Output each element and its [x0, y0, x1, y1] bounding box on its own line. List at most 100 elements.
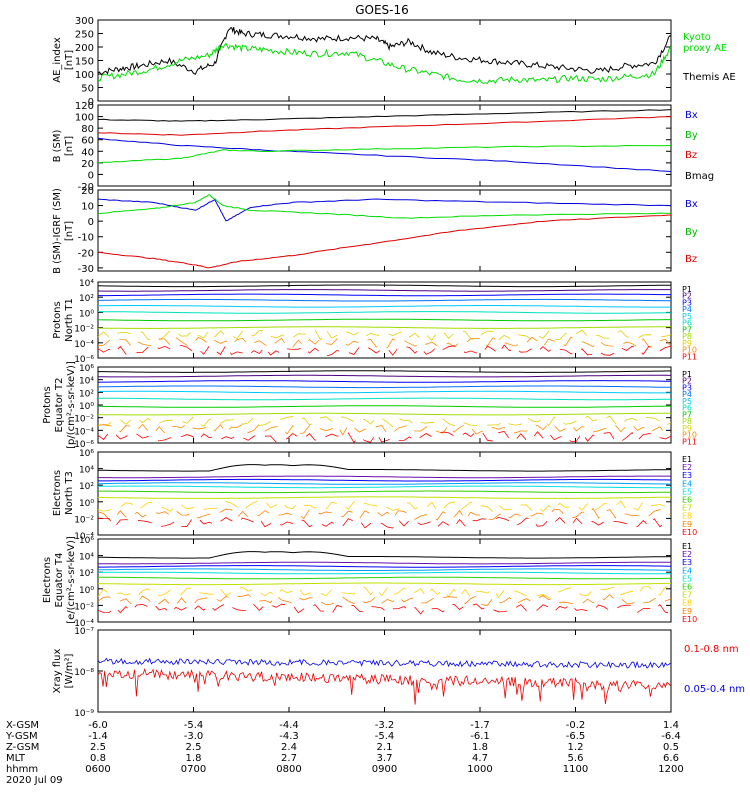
- bsm-ytick-label-2: 20: [81, 159, 94, 170]
- panel-xray-frame: [97, 629, 672, 713]
- protons_t1-legend-p6: P6: [682, 319, 692, 328]
- axis-value-x-gsm-6: 1.4: [663, 720, 679, 731]
- axis-value-hhmm-3: 0900: [372, 764, 397, 775]
- ae-ytick-label-6: 300: [75, 16, 94, 27]
- figure-title: GOES-16: [355, 3, 409, 17]
- bdiff-series-bx: [97, 198, 672, 222]
- ae-series-kyoto-proxy-ae: [97, 42, 672, 85]
- ae-ytick-label-0: 0: [88, 97, 94, 108]
- axis-value-hhmm-6: 1200: [658, 764, 683, 775]
- axis-value-y-gsm-1: -3.0: [184, 731, 204, 742]
- electrons_t4-channel-e3: [98, 565, 672, 568]
- ae-series-themis-ae: [97, 26, 672, 76]
- electrons_t4-channel-e10: [97, 602, 672, 615]
- xray-ylabel: Xray flux [W/m²]: [52, 649, 75, 694]
- legend-bsm-bz: Bz: [685, 150, 697, 161]
- electrons_t4-legend-e6: E6: [682, 583, 692, 592]
- legend-kyoto-ae-2: proxy AE: [683, 43, 727, 54]
- axis-value-mlt-1: 1.8: [186, 753, 202, 764]
- bsm-series-bmag: [97, 109, 672, 122]
- electrons_t4-channel-e8: [97, 586, 672, 599]
- axis-row-label-zgsm: Z-GSM: [6, 742, 39, 753]
- axis-value-x-gsm-3: -3.2: [375, 720, 395, 731]
- protons_t2-channel-p3: [97, 380, 671, 383]
- electrons_t4-legend-e2: E2: [682, 550, 692, 559]
- axis-value-hhmm-4: 1000: [467, 764, 492, 775]
- axis-value-hhmm-2: 0800: [276, 764, 301, 775]
- axis-value-x-gsm-0: -6.0: [88, 720, 108, 731]
- bdiff-ytick-label-0: -30: [78, 264, 94, 275]
- electrons_t3-legend-e5: E5: [682, 487, 692, 496]
- protons_t1-ytick-label-1: 10⁻⁴: [74, 340, 94, 350]
- protons_t1-legend-p8: P8: [682, 332, 692, 341]
- svg-text:North T3: North T3: [64, 471, 75, 515]
- axis-value-y-gsm-2: -4.3: [279, 731, 299, 742]
- axis-value-x-gsm-2: -4.4: [279, 720, 299, 731]
- protons_t1-legend-p3: P3: [682, 298, 692, 307]
- legend-kyoto-ae: Kyoto: [683, 32, 711, 43]
- electrons_t4-channel-e1: [98, 551, 672, 559]
- ae-ylabel: AE_index [nT]: [52, 37, 75, 83]
- xray-ytick-label-0: 10⁻⁹: [74, 709, 94, 719]
- electrons_t4-channel-e2: [97, 561, 671, 565]
- legend-bdiff-bz: Bz: [685, 254, 697, 265]
- protons_t2-ytick-label-1: 10⁻⁴: [74, 427, 94, 437]
- protons_t2-legend-p4: P4: [682, 390, 692, 399]
- protons_t1-ytick-label-3: 10⁰: [79, 309, 94, 319]
- xray-ytick-label-2: 10⁻⁷: [74, 627, 94, 637]
- axis-value-hhmm-1: 0700: [181, 764, 206, 775]
- axis-value-x-gsm-1: -5.4: [184, 720, 204, 731]
- svg-text:[p/(cm²-s-sr-keV)]: [p/(cm²-s-sr-keV)]: [66, 361, 77, 449]
- svg-text:Protons: Protons: [42, 386, 53, 423]
- electrons_t3-ytick-label-4: 10⁴: [79, 466, 94, 476]
- electrons_t4-ytick-label-1: 10⁻²: [74, 602, 94, 612]
- ae-ytick-label-2: 100: [75, 70, 94, 81]
- panel-electrons-t4-frame: [97, 538, 672, 623]
- protons_t1-legend-p5: P5: [682, 312, 692, 321]
- electrons_t3-legend-e4: E4: [682, 479, 692, 488]
- axis-value-z-gsm-2: 2.4: [281, 742, 297, 753]
- electrons_t4-channel-e6: [97, 576, 672, 580]
- protons_t1-channel-p3: [98, 293, 672, 297]
- ae-ytick-label-5: 250: [75, 30, 94, 41]
- bsm-series-by: [97, 144, 672, 164]
- electrons_t3-ytick-label-2: 10⁰: [79, 499, 94, 509]
- protons_t1-channel-p8: [97, 326, 671, 329]
- electrons_t4-legend-e4: E4: [682, 566, 692, 575]
- protons_t2-channel-p10: [97, 423, 672, 436]
- electrons_t3-legend-e6: E6: [682, 496, 692, 505]
- axis-value-hhmm-5: 1100: [563, 764, 588, 775]
- protons_t2-ytick-label-5: 10⁴: [79, 377, 94, 387]
- electrons_t4-legend-e8: E8: [682, 599, 692, 608]
- protons_t2-channel-p4: [97, 385, 672, 389]
- axis-value-z-gsm-6: 0.5: [663, 742, 679, 753]
- axis-row-label-mlt: MLT: [6, 753, 26, 764]
- panel-ae-frame: [97, 19, 672, 102]
- protons_t2-legend-p11: P11: [682, 437, 697, 446]
- electrons_t3-legend-e10: E10: [682, 528, 697, 537]
- svg-text:B (SM)-IGRF (SM): B (SM)-IGRF (SM): [52, 188, 63, 274]
- protons_t1-legend-p7: P7: [682, 325, 692, 334]
- legend-bdiff-by: By: [685, 227, 698, 238]
- axis-value-x-gsm-5: -0.2: [566, 720, 586, 731]
- protons_t2-channel-p9: [97, 415, 672, 428]
- svg-text:Xray flux: Xray flux: [52, 649, 63, 694]
- panel-electrons-t3-frame: [97, 451, 672, 536]
- bdiff-ytick-label-2: -10: [78, 233, 94, 244]
- electrons_t4-ytick-label-5: 10⁶: [79, 536, 94, 546]
- bsm-ytick-label-7: 120: [75, 101, 94, 112]
- ae-ytick-label-4: 200: [75, 43, 94, 54]
- protons_t1-legend-p9: P9: [682, 339, 692, 348]
- axis-row-label-xgsm: X-GSM: [6, 720, 39, 731]
- electrons_t3-channel-e2: [98, 475, 671, 479]
- svg-text:North T1: North T1: [64, 298, 75, 342]
- svg-text:[e/(cm²-s-sr-keV)]: [e/(cm²-s-sr-keV)]: [66, 536, 77, 624]
- axis-value-z-gsm-1: 2.5: [186, 742, 202, 753]
- bsm-ytick-label-0: -20: [78, 182, 94, 193]
- bsm-series-bx: [97, 137, 672, 172]
- axis-value-y-gsm-4: -6.1: [470, 731, 490, 742]
- bdiff-ytick-label-3: 0: [88, 217, 94, 228]
- bdiff-ytick-label-5: 20: [81, 186, 94, 197]
- electrons_t3-legend-e8: E8: [682, 512, 692, 521]
- protons_t1-channel-p9: [97, 329, 672, 342]
